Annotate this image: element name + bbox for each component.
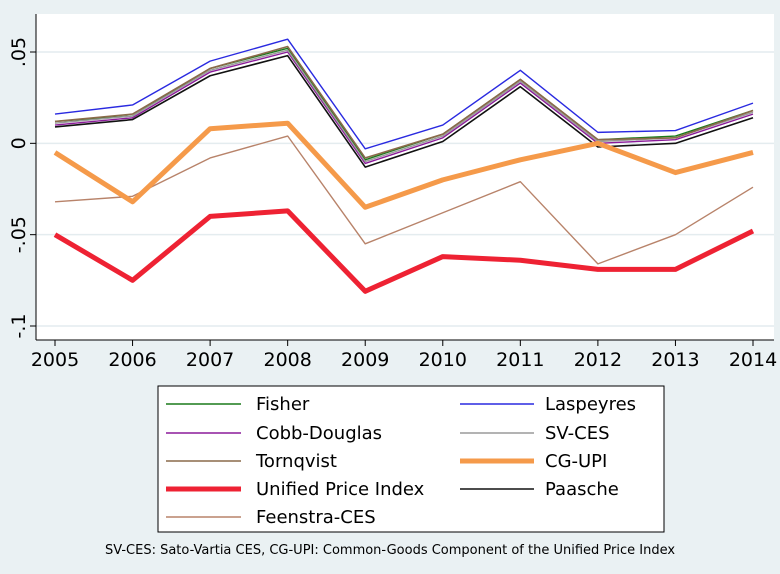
grid-lines bbox=[36, 51, 774, 327]
x-tick-label: 2011 bbox=[496, 349, 544, 371]
legend-label: SV-CES bbox=[545, 423, 610, 444]
legend-label: Tornqvist bbox=[255, 451, 337, 472]
legend-label: Laspeyres bbox=[545, 394, 636, 415]
x-tick-label: 2008 bbox=[263, 349, 311, 371]
series-line-sv-ces bbox=[54, 49, 754, 163]
chart-note: SV-CES: Sato-Vartia CES, CG-UPI: Common-… bbox=[105, 543, 675, 558]
series-line-unified-price-index bbox=[53, 208, 755, 294]
y-tick-label: .05 bbox=[8, 37, 30, 67]
y-ticks: .05 0 -.05 -.1 bbox=[8, 37, 36, 339]
legend-label: Fisher bbox=[256, 394, 310, 415]
y-tick-label: 0 bbox=[8, 137, 30, 149]
legend-label: Cobb-Douglas bbox=[256, 423, 382, 444]
y-tick-label: -.1 bbox=[8, 314, 30, 339]
x-ticks: 2005 2006 2007 2008 2009 2010 2011 2012 2013 2014 bbox=[31, 340, 777, 371]
x-tick-label: 2006 bbox=[108, 349, 156, 371]
x-tick-label: 2012 bbox=[574, 349, 622, 371]
x-tick-label: 2013 bbox=[651, 349, 699, 371]
legend-box bbox=[157, 385, 665, 533]
series-line-cg-upi bbox=[53, 120, 754, 210]
legend-label: Paasche bbox=[545, 479, 619, 500]
legend-label: CG-UPI bbox=[545, 451, 607, 472]
series-lines bbox=[53, 38, 755, 294]
series-line-feenstra-ces bbox=[54, 135, 754, 265]
x-tick-label: 2010 bbox=[419, 349, 467, 371]
x-tick-label: 2014 bbox=[729, 349, 777, 371]
series-line-tornqvist bbox=[54, 45, 754, 159]
legend-label: Feenstra-CES bbox=[256, 507, 376, 528]
y-tick-label: -.05 bbox=[8, 216, 30, 253]
x-tick-label: 2009 bbox=[341, 349, 389, 371]
series-line-cobb-douglas bbox=[54, 51, 754, 165]
legend-label: Unified Price Index bbox=[256, 479, 425, 500]
series-line-paasche bbox=[54, 54, 754, 168]
series-line-laspeyres bbox=[54, 38, 754, 150]
plot-area bbox=[36, 14, 774, 340]
x-tick-label: 2007 bbox=[186, 349, 234, 371]
x-tick-label: 2005 bbox=[31, 349, 79, 371]
legend: Fisher Laspeyres Cobb-Douglas SV-CES Tornqvi… bbox=[166, 394, 636, 528]
